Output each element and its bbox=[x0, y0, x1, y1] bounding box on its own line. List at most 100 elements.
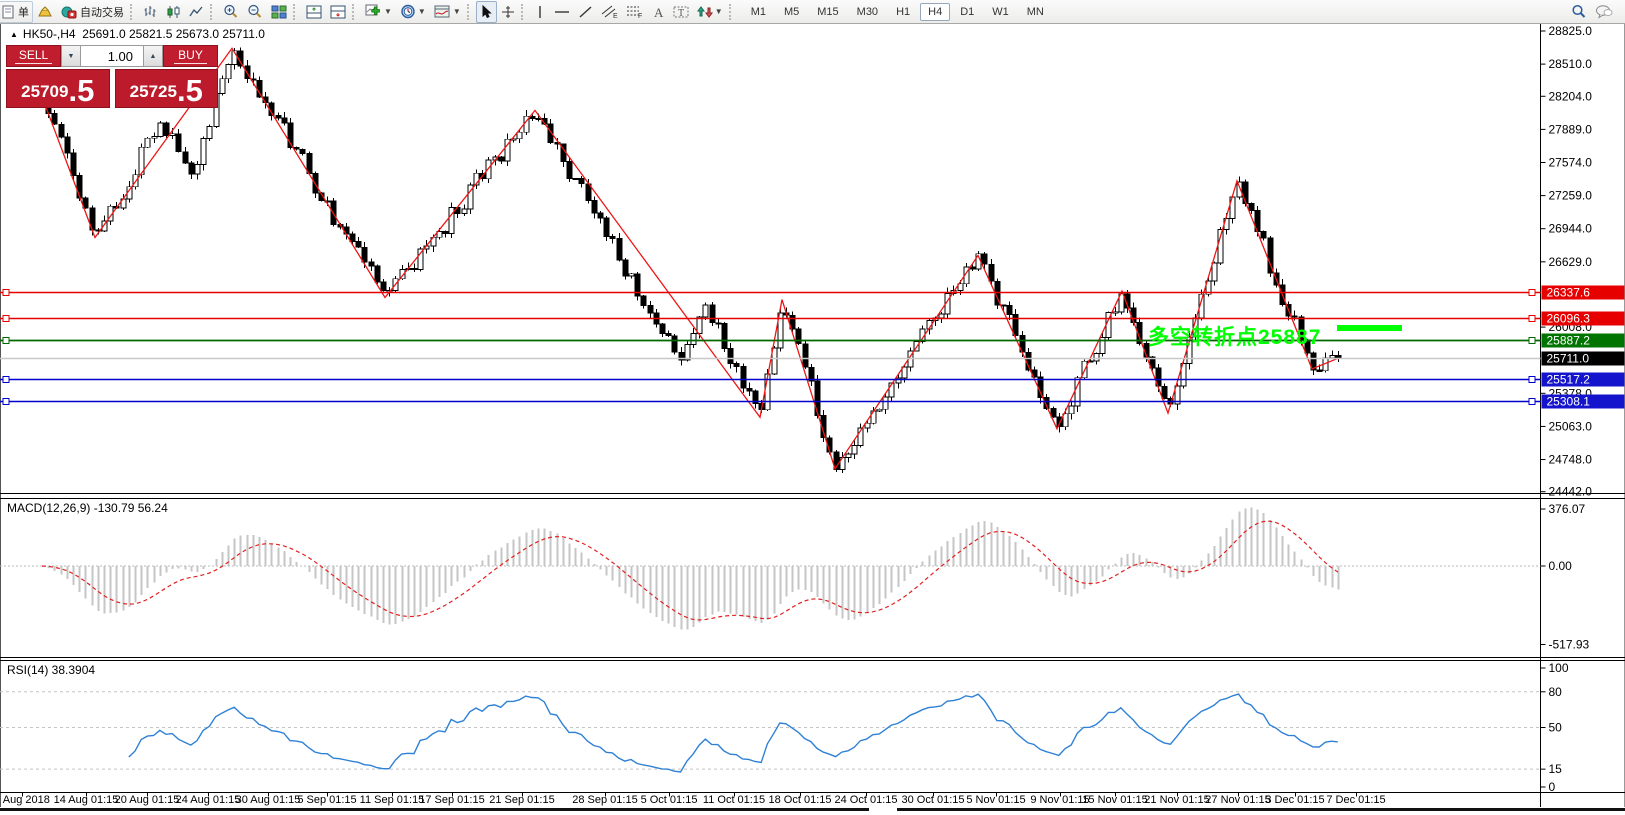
price-badge-label: 26337.6 bbox=[1547, 286, 1591, 300]
line-handle[interactable] bbox=[1528, 398, 1536, 405]
rsi-axis-label: 100 bbox=[1549, 661, 1569, 675]
price-badge bbox=[1541, 285, 1625, 300]
timeframe-H4[interactable]: H4 bbox=[920, 2, 951, 21]
zigzag-indicator-line[interactable] bbox=[41, 47, 1339, 471]
y-axis-label: 28204.0 bbox=[1549, 89, 1593, 103]
toolbar-grip bbox=[210, 3, 217, 20]
gold-symbol-button[interactable] bbox=[33, 1, 57, 23]
crosshair-tool-button[interactable] bbox=[497, 1, 519, 23]
timeframe-M15[interactable]: M15 bbox=[817, 5, 839, 18]
text-label-tool-button[interactable]: T bbox=[669, 1, 693, 23]
sell-price-box[interactable]: 25709.5 bbox=[6, 69, 110, 108]
equidistant-channel-tool-button[interactable]: E bbox=[597, 1, 622, 23]
add-indicator-button[interactable]: ▼ bbox=[361, 1, 396, 23]
x-axis-label: 24 Oct 01:15 bbox=[835, 794, 898, 806]
tile-windows-icon bbox=[271, 5, 287, 18]
trendline-icon bbox=[579, 5, 592, 18]
fibonacci-tool-button[interactable]: F bbox=[622, 1, 647, 23]
period-button[interactable]: ▼ bbox=[396, 1, 430, 23]
collapse-panel-arrow-icon[interactable]: ▲ bbox=[10, 30, 18, 39]
trendline-tool-button[interactable] bbox=[574, 1, 597, 23]
window-bottom-edge bbox=[897, 808, 1625, 811]
horizontal-line-tool-button[interactable] bbox=[550, 1, 574, 23]
pivot-annotation-text[interactable]: 多空转折点25887 bbox=[1148, 326, 1322, 349]
main-toolbar: 单 自动交易 ▼ ▼ ▼ bbox=[0, 0, 1625, 24]
rsi-axis-label: 0 bbox=[1549, 780, 1556, 794]
line-handle[interactable] bbox=[2, 315, 10, 322]
timeframe-M1[interactable]: M1 bbox=[750, 5, 766, 18]
indicator-window-down-icon bbox=[330, 5, 346, 18]
price-axis: 28825.0 28510.0 28204.0 27889.0 27574.0 27259… bbox=[1540, 24, 1593, 499]
line-handle[interactable] bbox=[1528, 376, 1536, 383]
macd-axis-label: 376.07 bbox=[1549, 502, 1586, 516]
zoom-in-button[interactable] bbox=[219, 1, 243, 23]
indicator-window-up-button[interactable] bbox=[302, 1, 326, 23]
arrows-tool-button[interactable]: ▼ bbox=[693, 1, 727, 23]
tile-windows-button[interactable] bbox=[267, 1, 291, 23]
timeframe-group: M1 M5 M15 M30 H1 H4 D1 W1 MN bbox=[742, 2, 1053, 21]
x-axis-label: 21 Nov 01:15 bbox=[1144, 794, 1209, 806]
timeframe-H1[interactable]: H1 bbox=[896, 5, 911, 18]
macd-axis: 376.07 0.00 -517.93 bbox=[1540, 502, 1590, 651]
search-button[interactable] bbox=[1567, 1, 1591, 23]
macd-indicator-label: MACD(12,26,9) -130.79 56.24 bbox=[7, 501, 168, 515]
timeframe-M30[interactable]: M30 bbox=[856, 5, 879, 18]
line-handle[interactable] bbox=[2, 289, 10, 296]
x-axis-label: 27 Nov 01:15 bbox=[1205, 794, 1270, 806]
price-badge bbox=[1541, 351, 1625, 366]
chart-header: ▲ HK50-,H4 25691.0 25821.5 25673.0 25711.… bbox=[10, 27, 265, 41]
zoom-in-icon bbox=[224, 4, 238, 18]
toolbar-grip bbox=[130, 3, 137, 20]
one-click-trading-panel: SELL ▼ 1.00 ▲ BUY 25709.5 25725.5 bbox=[6, 45, 218, 108]
sell-button[interactable]: SELL bbox=[6, 45, 61, 67]
line-handle[interactable] bbox=[1528, 315, 1536, 322]
cursor-tool-button[interactable] bbox=[475, 0, 497, 23]
x-axis-label: 24 Aug 01:15 bbox=[176, 794, 241, 806]
line-handle[interactable] bbox=[2, 398, 10, 405]
line-handle[interactable] bbox=[1528, 289, 1536, 296]
x-axis-label: 8 Aug 2018 bbox=[0, 794, 50, 806]
volume-input[interactable]: 1.00 bbox=[81, 45, 143, 67]
x-axis-label: 5 Oct 01:15 bbox=[641, 794, 698, 806]
buy-button[interactable]: BUY bbox=[163, 45, 218, 67]
line-chart-icon bbox=[189, 6, 203, 16]
x-axis-label: 30 Aug 01:15 bbox=[236, 794, 301, 806]
line-chart-button[interactable] bbox=[185, 1, 208, 23]
macd-axis-label: -517.93 bbox=[1549, 637, 1590, 651]
clock-icon bbox=[401, 4, 415, 19]
gold-icon bbox=[38, 5, 52, 16]
volume-increase-button[interactable]: ▲ bbox=[143, 45, 163, 67]
template-caret-icon: ▼ bbox=[452, 7, 461, 16]
new-order-button[interactable]: 单 bbox=[0, 0, 33, 23]
toolbar-grip bbox=[520, 3, 528, 20]
timeframe-MN[interactable]: MN bbox=[1026, 5, 1044, 18]
line-handle[interactable] bbox=[1528, 337, 1536, 344]
line-handle[interactable] bbox=[2, 337, 10, 344]
line-handle[interactable] bbox=[2, 376, 10, 383]
indicator-window-down-button[interactable] bbox=[326, 1, 350, 23]
bar-chart-button[interactable] bbox=[139, 1, 162, 23]
chat-button[interactable] bbox=[1591, 1, 1617, 23]
volume-decrease-button[interactable]: ▼ bbox=[61, 45, 81, 67]
timeframe-D1[interactable]: D1 bbox=[960, 5, 975, 18]
vertical-line-tool-button[interactable] bbox=[530, 1, 550, 23]
autotrading-button[interactable]: 自动交易 bbox=[57, 1, 128, 23]
timeframe-W1[interactable]: W1 bbox=[992, 5, 1009, 18]
buy-price-box[interactable]: 25725.5 bbox=[114, 69, 218, 108]
rsi-axis-label: 80 bbox=[1549, 685, 1563, 699]
toolbar-grip bbox=[466, 3, 474, 20]
fibonacci-icon: F bbox=[626, 6, 642, 19]
text-tool-button[interactable]: A bbox=[647, 1, 669, 23]
timeframe-M5[interactable]: M5 bbox=[783, 5, 800, 18]
y-axis-label: 26944.0 bbox=[1549, 222, 1593, 236]
y-axis-label: 27889.0 bbox=[1549, 122, 1593, 136]
macd-signal-line bbox=[41, 520, 1339, 621]
text-label-icon: T bbox=[673, 6, 689, 19]
pivot-annotation-bar[interactable] bbox=[1337, 325, 1402, 331]
candlestick-chart-button[interactable] bbox=[162, 1, 185, 23]
template-button[interactable]: ▼ bbox=[430, 1, 465, 23]
zoom-out-button[interactable] bbox=[243, 1, 267, 23]
arrows-caret-icon: ▼ bbox=[714, 7, 723, 16]
